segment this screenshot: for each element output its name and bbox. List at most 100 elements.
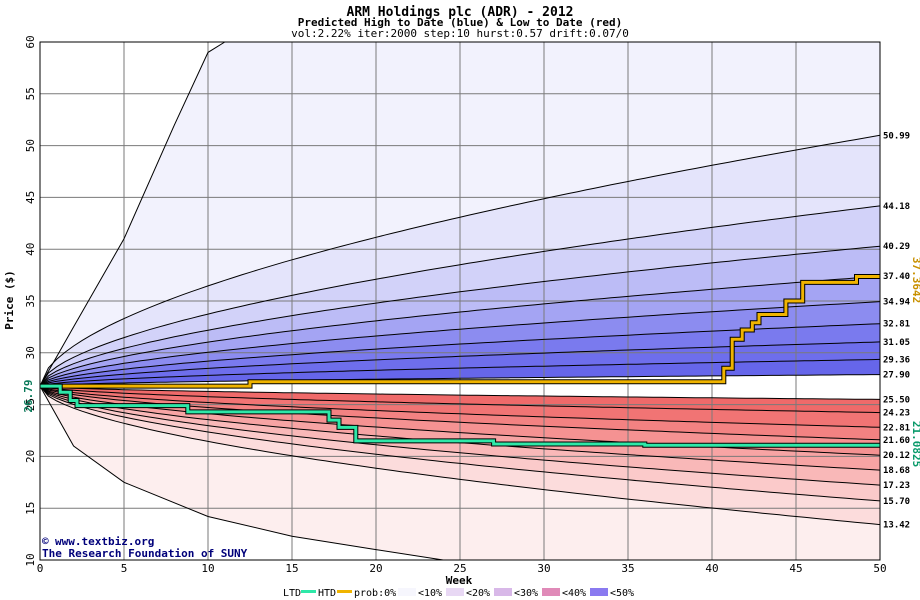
percentile-line xyxy=(39,301,881,387)
x-tick-label: 15 xyxy=(285,562,298,575)
percentile-line xyxy=(39,275,881,387)
x-tick-label: 45 xyxy=(789,562,802,575)
band-blue xyxy=(40,246,880,387)
legend-bin-label: <50% xyxy=(610,588,634,599)
credit-url: www.textbiz.org xyxy=(55,535,154,548)
percentile-line xyxy=(39,385,881,414)
percentile-end-label: 20.12 xyxy=(883,451,910,461)
percentile-end-label: 22.81 xyxy=(883,423,910,433)
band-blue xyxy=(40,276,880,387)
legend-bin-swatch xyxy=(398,588,416,596)
percentile-end-label: 27.90 xyxy=(883,371,910,381)
band-red-outer xyxy=(40,386,880,560)
percentile-end-label: 21.60 xyxy=(883,436,910,446)
legend: LTD HTD prob:0% <10% <20% <30% <40% <50% xyxy=(283,588,634,599)
right-labels: 50.99 44.18 40.29 37.40 34.94 32.81 31.05 29.36… xyxy=(883,131,911,530)
chart-title: ARM Holdings plc (ADR) - 2012 xyxy=(347,5,574,20)
copyright-symbol: © xyxy=(42,535,49,548)
chart-params: vol:2.22% iter:2000 step:10 hurst:0.57 d… xyxy=(291,27,629,40)
htd-series xyxy=(40,275,880,388)
y-tick-label: 30 xyxy=(24,346,37,359)
ltd-series xyxy=(40,384,880,447)
legend-bin-label: <20% xyxy=(466,588,490,599)
y-tick-label: 55 xyxy=(24,87,37,100)
percentile-end-label: 32.81 xyxy=(883,320,910,330)
y-tick-label: 25 xyxy=(24,398,37,411)
x-tick-label: 50 xyxy=(873,562,886,575)
band-red xyxy=(40,386,880,525)
percentile-end-label: 29.36 xyxy=(883,355,910,365)
legend-bin-swatch xyxy=(494,588,512,596)
plot-frame xyxy=(39,41,881,561)
percentile-line xyxy=(39,385,881,502)
x-tick-label: 10 xyxy=(201,562,214,575)
percentile-end-label: 18.68 xyxy=(883,466,910,476)
x-tick-label: 35 xyxy=(621,562,634,575)
band-red xyxy=(40,386,880,471)
percentile-line xyxy=(39,385,881,428)
start-price-label: 26.79 xyxy=(22,379,35,412)
percentile-end-label: 15.70 xyxy=(883,497,910,507)
percentile-end-label: 24.23 xyxy=(883,409,910,419)
y-tick-label: 45 xyxy=(24,191,37,204)
legend-htd-label: HTD xyxy=(318,588,336,599)
legend-bin-swatch xyxy=(446,588,464,596)
legend-bin-label: <30% xyxy=(514,588,538,599)
y-tick-label: 15 xyxy=(24,502,37,515)
legend-ltd-label: LTD xyxy=(283,588,301,599)
y-tick-label: 10 xyxy=(24,553,37,566)
x-tick-label: 25 xyxy=(453,562,466,575)
x-axis-label: Week xyxy=(446,574,473,587)
percentile-line xyxy=(39,385,881,400)
percentile-line xyxy=(39,385,881,486)
ltd-final-label: 21.0825 xyxy=(910,421,920,467)
outer-low-line xyxy=(39,385,444,561)
percentile-end-label: 17.23 xyxy=(883,481,910,491)
percentile-end-label: 25.50 xyxy=(883,395,910,405)
percentile-end-label: 50.99 xyxy=(883,131,910,141)
legend-prob-label: prob:0% xyxy=(354,588,396,599)
y-tick-label: 50 xyxy=(24,139,37,152)
percentile-line xyxy=(39,358,881,387)
legend-htd-swatch xyxy=(337,590,352,593)
y-tick-label: 60 xyxy=(24,35,37,48)
y-tick-label: 20 xyxy=(24,450,37,463)
legend-ltd-swatch xyxy=(301,590,316,593)
outer-high-line xyxy=(39,41,226,387)
x-tick-label: 30 xyxy=(537,562,550,575)
band-red xyxy=(40,386,880,486)
y-tick-label: 40 xyxy=(24,243,37,256)
percentile-end-label: 44.18 xyxy=(883,202,910,212)
percentile-line xyxy=(39,341,881,387)
x-tick-label: 0 xyxy=(37,562,44,575)
percentile-line xyxy=(39,374,880,387)
band-red xyxy=(40,386,880,501)
data-series xyxy=(40,274,880,448)
legend-bin-label: <10% xyxy=(418,588,442,599)
percentile-line xyxy=(39,385,881,456)
x-tick-label: 5 xyxy=(121,562,128,575)
chart-subtitle: Predicted High to Date (blue) & Low to D… xyxy=(298,16,623,29)
y-axis-label: Price ($) xyxy=(3,270,16,330)
percentile-end-label: 34.94 xyxy=(883,298,911,308)
x-tick-label: 40 xyxy=(705,562,718,575)
percentile-line xyxy=(39,134,881,387)
percentile-line xyxy=(39,385,881,526)
percentile-end-label: 37.40 xyxy=(883,272,910,282)
htd-final-label: 37.3642 xyxy=(910,257,920,303)
percentile-line xyxy=(39,245,881,387)
band-red xyxy=(40,386,880,440)
axes: 0 5 10 15 20 25 30 35 40 45 50 10 15 20 25 30 35 40 45 50 55… xyxy=(24,35,887,575)
credits-block: © www.textbiz.org The Research Foundatio… xyxy=(42,535,248,560)
percentile-end-label: 40.29 xyxy=(883,242,910,252)
band-red xyxy=(40,386,880,456)
percentile-line xyxy=(39,205,881,387)
legend-bin-swatch xyxy=(590,588,608,596)
legend-bin-swatch xyxy=(542,588,560,596)
band-blue xyxy=(40,205,880,387)
percentile-contours xyxy=(39,41,881,561)
legend-bin-label: <40% xyxy=(562,588,586,599)
x-tick-label: 20 xyxy=(369,562,382,575)
percentile-end-label: 13.42 xyxy=(883,521,910,531)
